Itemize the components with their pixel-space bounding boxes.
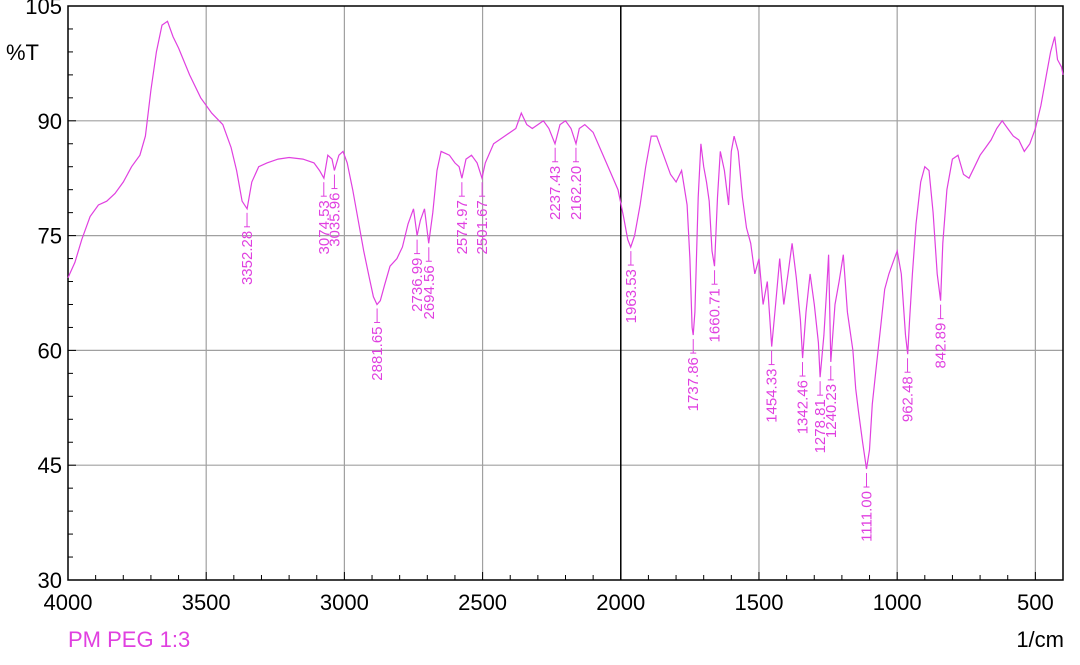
y-tick-label-60: 60 xyxy=(38,338,62,363)
peak-label-2694.56: 2694.56 xyxy=(421,265,438,319)
peak-annotation-2736.99: 2736.99 xyxy=(409,239,426,312)
tick-labels: 4000 3500 3000 2500 2000 1500 1000 500 30 45 60 75 9… xyxy=(25,0,1053,615)
peak-annotation-1737.86: 1737.86 xyxy=(685,339,702,411)
y-tick-label-90: 90 xyxy=(38,109,62,134)
x-tick-label-3000: 3000 xyxy=(320,590,369,615)
peak-annotation-1240.23: 1240.23 xyxy=(823,365,840,438)
peak-label-1111.00: 1111.00 xyxy=(858,491,875,542)
peak-label-2501.67: 2501.67 xyxy=(474,200,491,254)
peak-label-962.48: 962.48 xyxy=(900,376,917,422)
peak-annotation-2881.65: 2881.65 xyxy=(369,308,386,381)
plot-frame xyxy=(67,5,1064,581)
peak-annotation-1660.71: 1660.71 xyxy=(707,270,724,342)
peak-annotation-2162.20: 2162.20 xyxy=(568,147,585,220)
peak-annotation-3074.53: 3074.53 xyxy=(316,182,333,254)
peak-annotation-2574.97: 2574.97 xyxy=(454,182,471,254)
legend-entry: PM PEG 1:3 xyxy=(68,627,190,652)
x-tick-label-2000: 2000 xyxy=(596,590,645,615)
x-tick-label-4000: 4000 xyxy=(44,590,93,615)
y-tick-label-75: 75 xyxy=(38,224,62,249)
peak-label-842.89: 842.89 xyxy=(933,323,950,369)
peak-label-1342.46: 1342.46 xyxy=(795,380,812,434)
x-tick-label-500: 500 xyxy=(1017,590,1054,615)
peak-label-2736.99: 2736.99 xyxy=(409,258,426,312)
peak-label-2574.97: 2574.97 xyxy=(454,200,471,254)
x-tick-label-1500: 1500 xyxy=(734,590,783,615)
peak-label-2162.20: 2162.20 xyxy=(568,166,585,220)
x-tick-label-1000: 1000 xyxy=(873,590,922,615)
peak-annotation-3035.96: 3035.96 xyxy=(326,174,343,247)
peak-label-2881.65: 2881.65 xyxy=(369,326,386,380)
x-tick-label-3500: 3500 xyxy=(182,590,231,615)
peak-annotation-3352.28: 3352.28 xyxy=(239,212,256,285)
peak-label-2237.43: 2237.43 xyxy=(547,166,564,220)
y-tick-label-30: 30 xyxy=(38,568,62,593)
peak-label-3074.53: 3074.53 xyxy=(316,200,333,254)
peak-label-3035.96: 3035.96 xyxy=(326,193,343,247)
y-tick-label-105: 105 xyxy=(25,0,62,19)
peak-annotation-1963.53: 1963.53 xyxy=(623,251,640,323)
x-tick-label-2500: 2500 xyxy=(458,590,507,615)
peak-annotation-1342.46: 1342.46 xyxy=(795,362,812,434)
minor-ticks xyxy=(67,5,1064,581)
peak-annotation-2694.56: 2694.56 xyxy=(421,247,438,319)
peak-label-1660.71: 1660.71 xyxy=(707,288,724,342)
peak-label-3352.28: 3352.28 xyxy=(239,231,256,285)
peak-annotation-842.89: 842.89 xyxy=(933,304,950,369)
y-tick-label-45: 45 xyxy=(38,453,62,478)
peak-label-1737.86: 1737.86 xyxy=(685,357,702,411)
peak-annotation-2237.43: 2237.43 xyxy=(547,147,564,220)
peak-annotation-2501.67: 2501.67 xyxy=(474,182,491,254)
y-axis-unit-label: %T xyxy=(6,40,39,65)
grid-lines xyxy=(68,6,1063,580)
peak-label-1963.53: 1963.53 xyxy=(623,269,640,323)
peak-label-1278.81: 1278.81 xyxy=(812,399,829,453)
peak-annotation-1278.81: 1278.81 xyxy=(812,381,829,453)
peak-label-1240.23: 1240.23 xyxy=(823,384,840,438)
x-axis-unit-label: 1/cm xyxy=(1016,627,1064,652)
series-line-pm-peg xyxy=(67,20,1064,470)
peak-annotation-1454.33: 1454.33 xyxy=(764,350,781,423)
peak-annotation-962.48: 962.48 xyxy=(900,358,917,422)
peak-annotation-1111.00: 1111.00 xyxy=(858,473,875,542)
peak-label-1454.33: 1454.33 xyxy=(764,369,781,423)
